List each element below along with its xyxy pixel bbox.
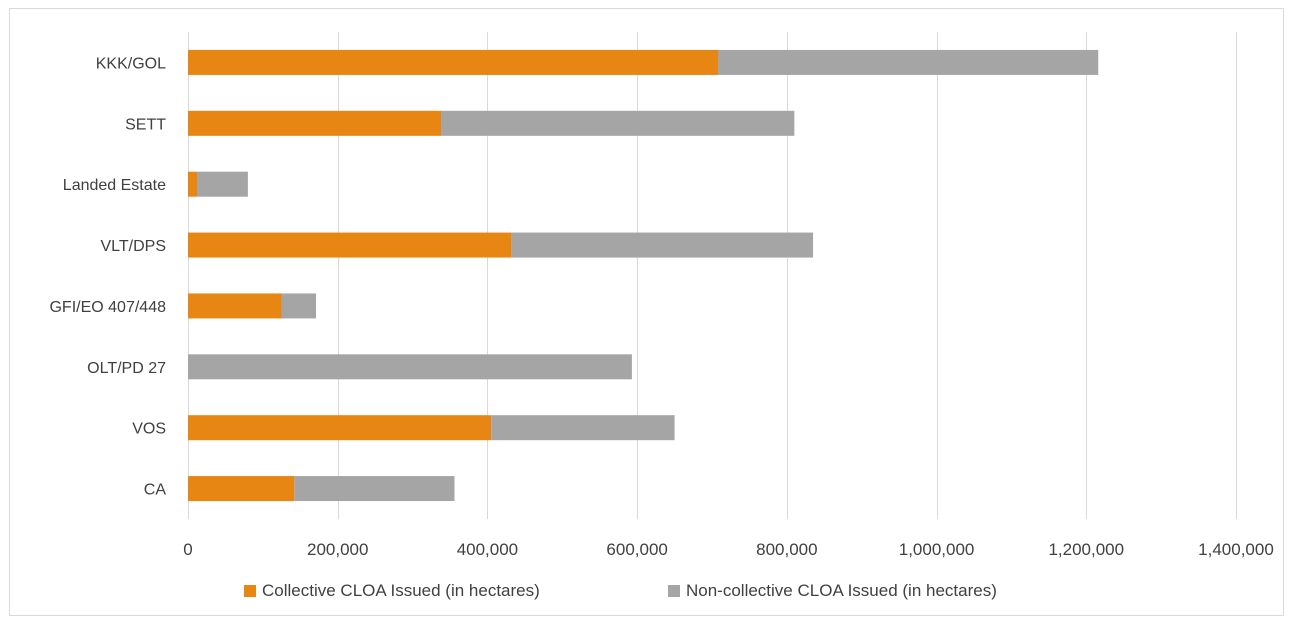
gridlines <box>188 32 1237 519</box>
bar-segment-collective <box>188 415 492 441</box>
legend-label: Collective CLOA Issued (in hectares) <box>262 581 540 600</box>
category-label: VLT/DPS <box>101 238 167 255</box>
bar-segment-collective <box>188 232 512 258</box>
bar-segment-non-collective <box>491 415 675 441</box>
bar-segment-non-collective <box>717 49 1099 75</box>
x-tick-label: 800,000 <box>756 540 817 559</box>
legend-swatch <box>244 585 256 597</box>
bar-segment-non-collective <box>294 476 455 502</box>
legend-label: Non-collective CLOA Issued (in hectares) <box>686 581 997 600</box>
legend-swatch <box>668 585 680 597</box>
x-tick-label: 1,200,000 <box>1048 540 1124 559</box>
bar-segment-collective <box>188 293 282 319</box>
bar-segment-non-collective <box>281 293 317 319</box>
bar-segment-collective <box>188 49 718 75</box>
bar-segment-collective <box>188 110 442 136</box>
bar-segment-non-collective <box>196 171 248 197</box>
x-tick-label: 200,000 <box>307 540 368 559</box>
x-tick-label: 1,400,000 <box>1198 540 1274 559</box>
category-label: KKK/GOL <box>96 55 166 72</box>
x-tick-label: 1,000,000 <box>899 540 975 559</box>
category-labels: KKK/GOL SETT Landed Estate VLT/DPS GFI/EO 40… <box>49 55 166 498</box>
category-label: GFI/EO 407/448 <box>49 299 166 316</box>
category-label: OLT/PD 27 <box>87 360 166 377</box>
legend: Collective CLOA Issued (in hectares) Non-… <box>244 581 997 600</box>
category-label: Landed Estate <box>63 177 166 194</box>
x-tick-label: 0 <box>183 540 192 559</box>
bar-segment-non-collective <box>441 110 795 136</box>
bars <box>188 49 1099 502</box>
category-label: VOS <box>132 421 166 438</box>
category-label: CA <box>144 482 167 499</box>
bar-segment-collective <box>188 476 295 502</box>
x-tick-labels: 0 200,000 400,000 600,000 800,000 1,000,000 1,… <box>183 540 1274 559</box>
bar-segment-collective <box>188 171 197 197</box>
category-label: SETT <box>125 116 166 133</box>
x-tick-label: 400,000 <box>457 540 518 559</box>
x-tick-label: 600,000 <box>606 540 667 559</box>
bar-segment-non-collective <box>511 232 814 258</box>
bar-segment-non-collective <box>188 354 632 380</box>
